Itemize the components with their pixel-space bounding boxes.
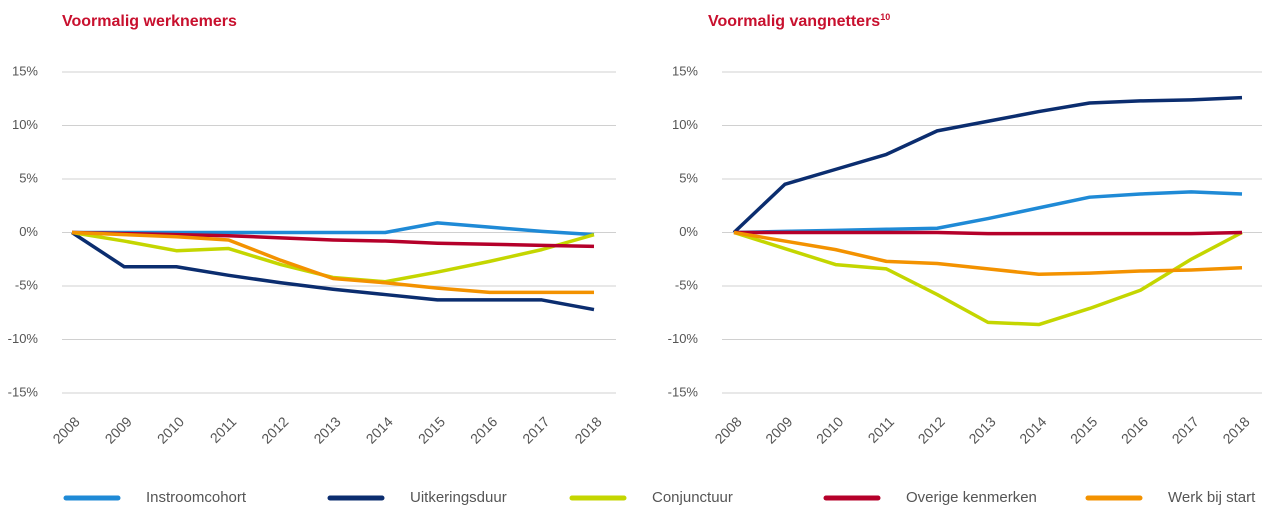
x-tick-label: 2009 <box>762 413 795 446</box>
y-tick-label: -10% <box>8 331 39 346</box>
x-tick-label: 2010 <box>813 413 846 446</box>
y-tick-label: -10% <box>668 331 699 346</box>
series-line <box>71 230 594 295</box>
x-tick-label: 2011 <box>865 413 898 446</box>
x-tick-label: 2017 <box>519 413 552 446</box>
x-tick-label: 2016 <box>467 413 500 446</box>
series-line <box>71 230 595 249</box>
x-tick-label: 2008 <box>49 413 82 446</box>
x-tick-label: 2014 <box>1016 413 1049 446</box>
y-tick-label: 0% <box>19 224 38 239</box>
y-tick-label: 15% <box>12 63 38 78</box>
x-tick-label: 2015 <box>1067 413 1100 446</box>
legend-label: Instroomcohort <box>146 489 247 506</box>
x-tick-label: 2018 <box>1219 413 1252 446</box>
chart-title: Voormalig werknemers <box>62 13 237 30</box>
series-line <box>733 230 1243 327</box>
y-tick-label: -5% <box>675 277 699 292</box>
series-line <box>72 221 595 237</box>
title-text: Voormalig vangnetters <box>708 13 880 30</box>
x-tick-label: 2015 <box>415 413 448 446</box>
x-tick-label: 2012 <box>915 413 948 446</box>
x-tick-label: 2011 <box>207 413 240 446</box>
series-line <box>733 230 1243 276</box>
y-tick-label: -5% <box>15 277 39 292</box>
y-tick-label: -15% <box>668 384 699 399</box>
x-tick-label: 2009 <box>102 413 135 446</box>
legend-label: Overige kenmerken <box>906 489 1037 506</box>
series-line <box>71 231 595 312</box>
y-tick-label: 5% <box>19 170 38 185</box>
y-tick-label: 10% <box>672 117 698 132</box>
series-line <box>732 95 1243 234</box>
chart-title: Voormalig vangnetters10 <box>708 12 890 30</box>
x-tick-label: 2016 <box>1118 413 1151 446</box>
title-footnote: 10 <box>880 12 890 22</box>
x-tick-label: 2017 <box>1169 413 1202 446</box>
x-tick-label: 2013 <box>310 413 343 446</box>
y-tick-label: 10% <box>12 117 38 132</box>
x-tick-label: 2013 <box>965 413 998 446</box>
legend-label: Werk bij start <box>1168 489 1256 506</box>
x-tick-label: 2010 <box>154 413 187 446</box>
y-tick-label: 15% <box>672 63 698 78</box>
x-tick-label: 2014 <box>363 413 396 446</box>
x-tick-label: 2012 <box>258 413 291 446</box>
y-tick-label: 5% <box>679 170 698 185</box>
y-tick-label: -15% <box>8 384 39 399</box>
x-tick-label: 2008 <box>711 413 744 446</box>
y-tick-label: 0% <box>679 224 698 239</box>
series-line <box>733 190 1243 235</box>
legend-label: Conjunctuur <box>652 489 733 506</box>
series-line <box>734 230 1243 236</box>
x-tick-label: 2018 <box>571 413 604 446</box>
legend-label: Uitkeringsduur <box>410 489 507 506</box>
